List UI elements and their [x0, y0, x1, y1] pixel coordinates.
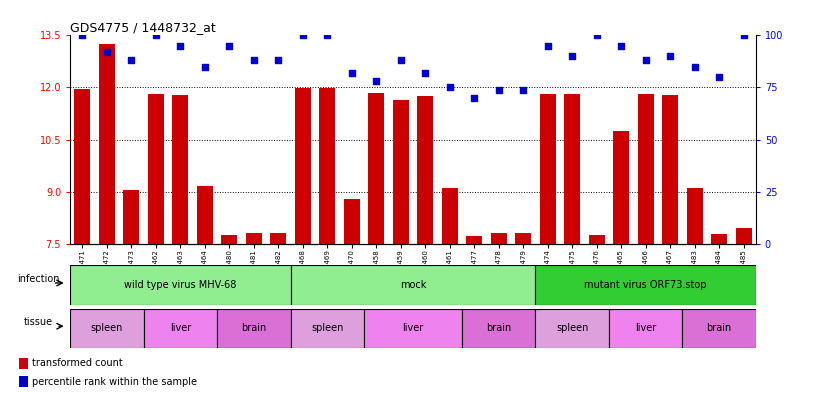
Text: tissue: tissue — [24, 317, 53, 327]
Text: mock: mock — [400, 280, 426, 290]
Bar — [344, 199, 360, 244]
Text: liver: liver — [170, 323, 191, 333]
Text: GDS4775 / 1448732_at: GDS4775 / 1448732_at — [70, 21, 216, 34]
Bar — [320, 88, 335, 244]
Point — [247, 57, 260, 64]
Point — [443, 84, 456, 90]
Point — [100, 49, 113, 55]
Text: mutant virus ORF73.stop: mutant virus ORF73.stop — [584, 280, 707, 290]
Point — [370, 78, 383, 84]
Point — [394, 57, 407, 64]
Point — [737, 32, 750, 39]
Point — [173, 42, 187, 49]
Bar — [148, 94, 164, 244]
Bar — [638, 94, 653, 244]
Bar — [417, 96, 433, 244]
Point — [566, 53, 579, 59]
Bar — [197, 186, 213, 244]
Point — [419, 70, 432, 76]
Bar — [589, 235, 605, 244]
Point — [272, 57, 285, 64]
Text: wild type virus MHV-68: wild type virus MHV-68 — [124, 280, 236, 290]
Text: percentile rank within the sample: percentile rank within the sample — [32, 376, 197, 387]
Text: spleen: spleen — [91, 323, 123, 333]
Bar — [535, 265, 756, 305]
Point — [541, 42, 554, 49]
Text: transformed count: transformed count — [32, 358, 123, 368]
Bar — [246, 233, 262, 244]
Text: infection: infection — [17, 274, 59, 284]
Bar — [291, 309, 364, 348]
Point — [468, 95, 481, 101]
Text: brain: brain — [241, 323, 267, 333]
Bar — [711, 234, 727, 244]
Bar — [462, 309, 535, 348]
Bar — [682, 309, 756, 348]
Point — [150, 32, 163, 39]
Bar — [393, 99, 409, 244]
Bar — [144, 309, 217, 348]
Bar — [291, 265, 535, 305]
Text: brain: brain — [486, 323, 511, 333]
Point — [198, 63, 211, 70]
Point — [125, 57, 138, 64]
Text: spleen: spleen — [556, 323, 588, 333]
Bar — [99, 44, 115, 244]
Bar — [466, 236, 482, 244]
Bar — [123, 190, 140, 244]
Bar — [442, 188, 458, 244]
Bar — [662, 95, 678, 244]
Bar — [364, 309, 462, 348]
Point — [345, 70, 358, 76]
Bar — [295, 88, 311, 244]
Point — [516, 86, 529, 93]
Bar — [217, 309, 291, 348]
Bar — [515, 233, 531, 244]
Bar — [74, 89, 90, 244]
Bar — [564, 94, 580, 244]
Bar — [221, 235, 237, 244]
Bar — [70, 265, 291, 305]
Bar — [736, 228, 752, 244]
Bar — [609, 309, 682, 348]
Text: liver: liver — [402, 323, 424, 333]
Point — [615, 42, 628, 49]
Text: spleen: spleen — [311, 323, 344, 333]
Bar — [686, 188, 703, 244]
Bar — [491, 233, 506, 244]
Point — [639, 57, 653, 64]
Point — [492, 86, 506, 93]
Point — [297, 32, 310, 39]
Bar — [173, 95, 188, 244]
Point — [590, 32, 603, 39]
Bar — [70, 309, 144, 348]
Point — [713, 74, 726, 80]
Bar — [613, 131, 629, 244]
Point — [223, 42, 236, 49]
Bar — [368, 93, 384, 244]
Bar — [19, 376, 28, 387]
Text: liver: liver — [635, 323, 656, 333]
Bar — [535, 309, 609, 348]
Point — [688, 63, 701, 70]
Bar — [19, 358, 28, 369]
Point — [76, 32, 89, 39]
Text: brain: brain — [706, 323, 732, 333]
Point — [320, 32, 334, 39]
Bar — [270, 233, 287, 244]
Bar — [539, 94, 556, 244]
Point — [663, 53, 676, 59]
